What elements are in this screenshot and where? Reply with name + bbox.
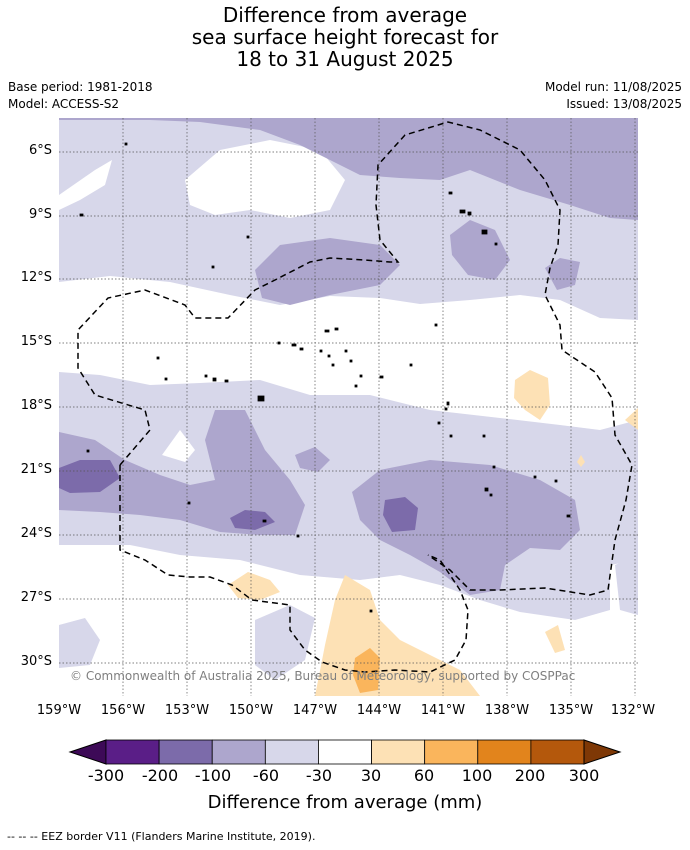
colorbar-tick: -30 [305,766,333,785]
lat-label: 21°S [20,462,52,477]
lon-label: 159°W [36,703,82,718]
issued-text: Issued: 13/08/2025 [566,97,682,111]
anomaly-region-medium [450,220,510,280]
lon-label: 147°W [292,703,338,718]
anomaly-region-dark [383,497,418,532]
lat-label: 15°S [20,334,52,349]
lat-label: 6°S [28,143,52,158]
lon-label: 138°W [484,703,530,718]
anomaly-region-positive-medium [353,648,380,693]
anomaly-region-medium [59,410,305,535]
title-line-1: Difference from average [222,3,468,27]
colorbar-swatch [105,739,160,765]
lat-label: 9°S [28,207,52,222]
map-anomaly-fields [59,118,638,696]
colorbar-swatch [530,739,585,765]
colorbar-under-arrow [68,739,107,765]
colorbar-swatch [318,739,372,765]
neutral-region [59,160,112,210]
colorbar-tick: 100 [461,766,493,785]
copyright-credit: © Commonwealth of Australia 2025, Bureau… [70,669,576,683]
anomaly-region-positive-light [545,625,565,653]
anomaly-region-positive-light [577,455,585,467]
colorbar-tick: -100 [194,766,232,785]
map-title: Difference from average sea surface heig… [0,4,690,70]
colorbar-tick: 30 [360,766,382,785]
colorbar-swatch [371,739,426,765]
anomaly-region-light [615,555,638,615]
lon-label: 132°W [610,703,656,718]
title-line-2: sea surface height forecast for [191,25,499,49]
lon-label: 156°W [100,703,146,718]
eez-borders [77,121,633,673]
lat-label: 12°S [20,270,52,285]
lat-label: 18°S [20,398,52,413]
base-period-text: Base period: 1981-2018 [8,80,153,94]
colorbar [68,739,622,765]
anomaly-region-positive-light [228,572,280,600]
colorbar-swatches [105,739,585,765]
colorbar-swatch [211,739,266,765]
islands [79,142,571,613]
lon-label: 150°W [228,703,274,718]
lat-label: 24°S [20,526,52,541]
eez-footnote: -- -- -- EEZ border V11 (Flanders Marine… [7,830,316,843]
anomaly-region-dark [230,510,275,530]
lon-label: 135°W [548,703,594,718]
sea-level-map [59,118,638,696]
lat-label: 30°S [20,654,52,669]
anomaly-region-medium [352,460,580,595]
anomaly-region-light [255,605,315,680]
anomaly-region-medium [255,238,400,305]
model-run-text: Model run: 11/08/2025 [544,80,682,94]
colorbar-over-arrow [583,739,622,765]
lon-label: 144°W [356,703,402,718]
title-line-3: 18 to 31 August 2025 [236,47,454,71]
lon-label: 153°W [164,703,210,718]
anomaly-region-medium [295,447,330,472]
colorbar-tick: -300 [87,766,125,785]
lat-label: 27°S [20,590,52,605]
colorbar-tick: 300 [568,766,600,785]
colorbar-tick: -200 [141,766,179,785]
lon-label: 141°W [420,703,466,718]
colorbar-swatch [477,739,532,765]
metadata-left: Base period: 1981-2018 Model: ACCESS-S2 [8,79,153,113]
colorbar-tick: 60 [413,766,435,785]
anomaly-region-light [59,618,100,668]
anomaly-region-positive-light [514,370,550,420]
anomaly-region-dark [59,460,120,493]
colorbar-tick: -60 [252,766,280,785]
colorbar-swatch [424,739,479,765]
anomaly-region-medium [59,118,638,220]
model-text: Model: ACCESS-S2 [8,97,120,111]
colorbar-label: Difference from average (mm) [207,792,483,813]
metadata-right: Model run: 11/08/2025 Issued: 13/08/2025 [545,79,682,113]
colorbar-tick: 200 [514,766,546,785]
colorbar-swatch [158,739,213,765]
neutral-region [185,140,345,218]
colorbar-swatch [264,739,319,765]
